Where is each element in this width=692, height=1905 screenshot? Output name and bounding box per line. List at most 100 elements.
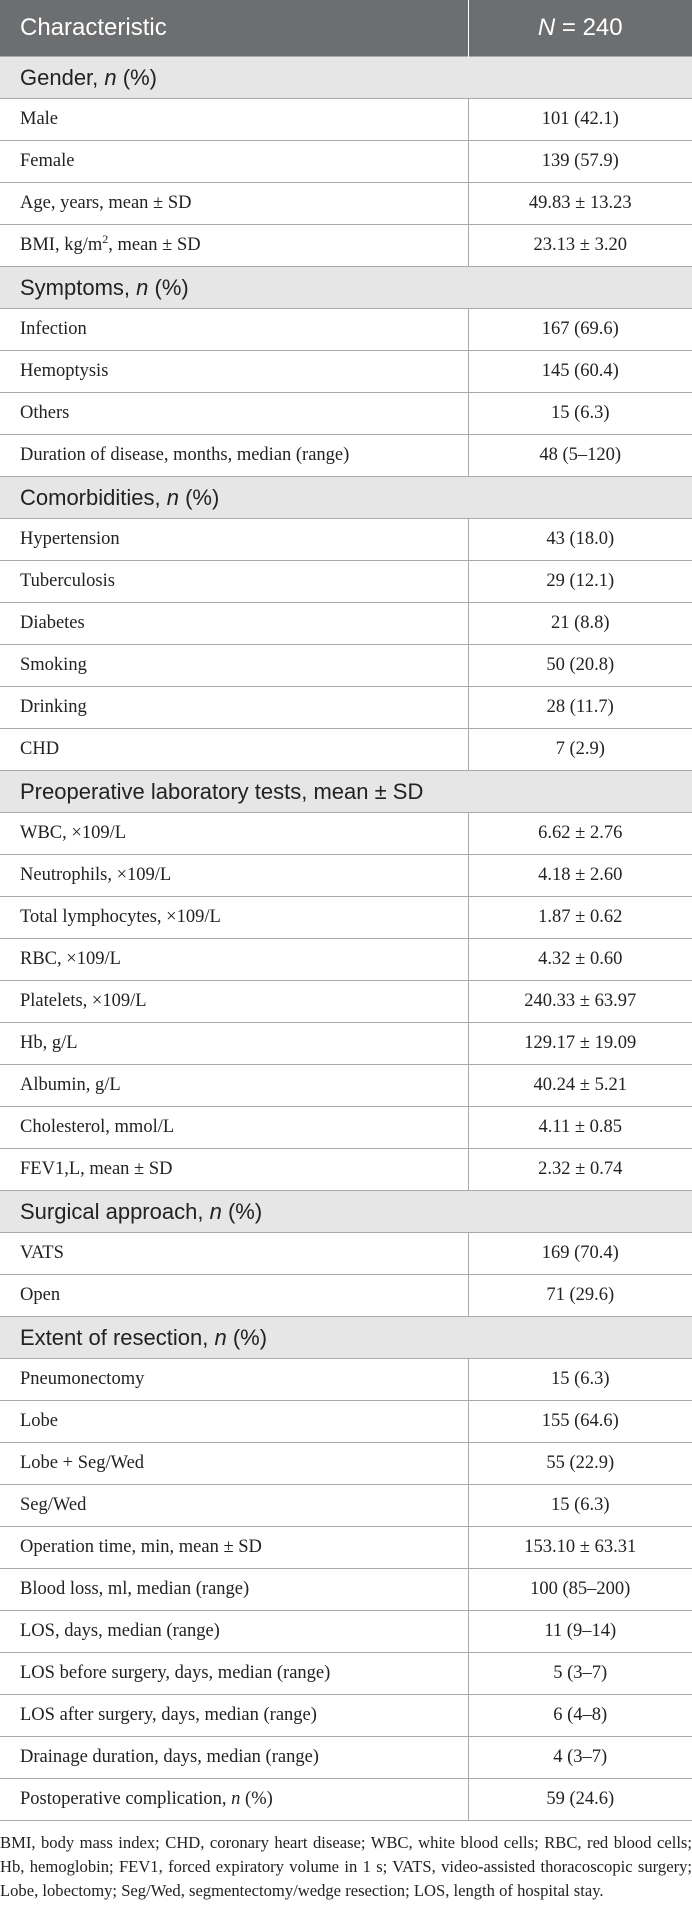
table-row: Age, years, mean ± SD 49.83 ± 13.23 (0, 182, 692, 225)
row-label: Drinking (0, 686, 469, 729)
row-label: Operation time, min, mean ± SD (0, 1526, 469, 1569)
row-label: Female (0, 140, 469, 183)
table-row: CHD 7 (2.9) (0, 728, 692, 771)
row-value: 7 (2.9) (468, 728, 692, 771)
row-label: Cholesterol, mmol/L (0, 1106, 469, 1149)
row-value: 153.10 ± 63.31 (468, 1526, 692, 1569)
row-label: LOS after surgery, days, median (range) (0, 1694, 469, 1737)
table-row: Smoking 50 (20.8) (0, 644, 692, 687)
row-value: 129.17 ± 19.09 (468, 1022, 692, 1065)
row-value: 6.62 ± 2.76 (468, 812, 692, 855)
header-characteristic: Characteristic (0, 0, 469, 57)
row-label: Others (0, 392, 469, 435)
section-title-n: n (136, 274, 149, 300)
row-label: Drainage duration, days, median (range) (0, 1736, 469, 1779)
table-row: Male 101 (42.1) (0, 98, 692, 141)
table-row: LOS, days, median (range) 11 (9–14) (0, 1610, 692, 1653)
section-title-n: n (209, 1198, 222, 1224)
table-row: Infection 167 (69.6) (0, 308, 692, 351)
section-title-suffix: (%) (122, 64, 157, 90)
row-label-n: n (231, 1789, 241, 1809)
section-title: Preoperative laboratory tests, mean ± SD (0, 770, 692, 813)
row-label: Blood loss, ml, median (range) (0, 1568, 469, 1611)
section-title-n: n (166, 484, 179, 510)
row-value: 15 (6.3) (468, 392, 692, 435)
row-value: 40.24 ± 5.21 (468, 1064, 692, 1107)
row-label: Total lymphocytes, ×109/L (0, 896, 469, 939)
row-label: CHD (0, 728, 469, 771)
row-label-text: BMI, kg/m (20, 235, 103, 255)
table-row: Duration of disease, months, median (ran… (0, 434, 692, 477)
row-label: VATS (0, 1232, 469, 1275)
table-row: RBC, ×109/L 4.32 ± 0.60 (0, 938, 692, 981)
row-label: LOS before surgery, days, median (range) (0, 1652, 469, 1695)
section-header-row: Preoperative laboratory tests, mean ± SD (0, 770, 692, 813)
row-value: 15 (6.3) (468, 1484, 692, 1527)
row-label: Hb, g/L (0, 1022, 469, 1065)
row-label-text: Postoperative complication, (20, 1789, 227, 1809)
row-label: Duration of disease, months, median (ran… (0, 434, 469, 477)
table-row: Drinking 28 (11.7) (0, 686, 692, 729)
row-value: 100 (85–200) (468, 1568, 692, 1611)
row-label: WBC, ×109/L (0, 812, 469, 855)
table-row: BMI, kg/m2, mean ± SD 23.13 ± 3.20 (0, 224, 692, 267)
row-value: 101 (42.1) (468, 98, 692, 141)
section-title-suffix: (%) (232, 1324, 268, 1350)
table-row: FEV1,L, mean ± SD 2.32 ± 0.74 (0, 1148, 692, 1191)
section-title-suffix: (%) (154, 274, 189, 300)
row-label: Pneumonectomy (0, 1358, 469, 1401)
table-row: Total lymphocytes, ×109/L 1.87 ± 0.62 (0, 896, 692, 939)
row-value: 139 (57.9) (468, 140, 692, 183)
section-title-text: Surgical approach, (20, 1198, 204, 1224)
row-value: 167 (69.6) (468, 308, 692, 351)
row-label: BMI, kg/m2, mean ± SD (0, 224, 469, 267)
section-title-text: Symptoms, (20, 274, 131, 300)
row-label: Hypertension (0, 518, 469, 561)
characteristics-table: Characteristic N = 240 Gender, n (%) Male… (0, 0, 692, 1821)
table-row: Albumin, g/L 40.24 ± 5.21 (0, 1064, 692, 1107)
row-value: 240.33 ± 63.97 (468, 980, 692, 1023)
row-label: LOS, days, median (range) (0, 1610, 469, 1653)
row-value: 1.87 ± 0.62 (468, 896, 692, 939)
row-value: 11 (9–14) (468, 1610, 692, 1653)
section-title: Comorbidities, n (%) (0, 476, 692, 519)
row-label: Tuberculosis (0, 560, 469, 603)
row-value: 21 (8.8) (468, 602, 692, 645)
section-title-text: Gender, (20, 64, 99, 90)
table-row: Cholesterol, mmol/L 4.11 ± 0.85 (0, 1106, 692, 1149)
row-label: Postoperative complication, n (%) (0, 1778, 469, 1821)
row-value: 48 (5–120) (468, 434, 692, 477)
section-title-suffix: (%) (185, 484, 220, 510)
row-label-superscript: 2 (102, 231, 109, 246)
row-value: 145 (60.4) (468, 350, 692, 393)
table-row: Hypertension 43 (18.0) (0, 518, 692, 561)
section-header-row: Comorbidities, n (%) (0, 476, 692, 519)
table-row: WBC, ×109/L 6.62 ± 2.76 (0, 812, 692, 855)
table-row: Tuberculosis 29 (12.1) (0, 560, 692, 603)
table-row: Female 139 (57.9) (0, 140, 692, 183)
table-row: Neutrophils, ×109/L 4.18 ± 2.60 (0, 854, 692, 897)
row-value: 2.32 ± 0.74 (468, 1148, 692, 1191)
section-title-text: Preoperative laboratory tests, mean ± SD (20, 778, 424, 804)
row-label: Infection (0, 308, 469, 351)
row-label: Age, years, mean ± SD (0, 182, 469, 225)
row-value: 15 (6.3) (468, 1358, 692, 1401)
row-value: 5 (3–7) (468, 1652, 692, 1695)
table-row: Operation time, min, mean ± SD 153.10 ± 6… (0, 1526, 692, 1569)
row-value: 23.13 ± 3.20 (468, 224, 692, 267)
row-value: 71 (29.6) (468, 1274, 692, 1317)
table-footnote: BMI, body mass index; CHD, coronary hear… (0, 1833, 692, 1900)
row-label: Diabetes (0, 602, 469, 645)
header-n: N = 240 (468, 0, 692, 57)
table-row: Diabetes 21 (8.8) (0, 602, 692, 645)
row-value: 50 (20.8) (468, 644, 692, 687)
row-value: 29 (12.1) (468, 560, 692, 603)
section-title-n: n (214, 1324, 227, 1350)
section-title-text: Comorbidities, (20, 484, 161, 510)
section-title-text: Extent of resection, (20, 1324, 209, 1350)
section-title-n: n (104, 64, 117, 90)
row-value: 4.18 ± 2.60 (468, 854, 692, 897)
row-label: Neutrophils, ×109/L (0, 854, 469, 897)
row-label-suffix: (%) (245, 1789, 273, 1809)
